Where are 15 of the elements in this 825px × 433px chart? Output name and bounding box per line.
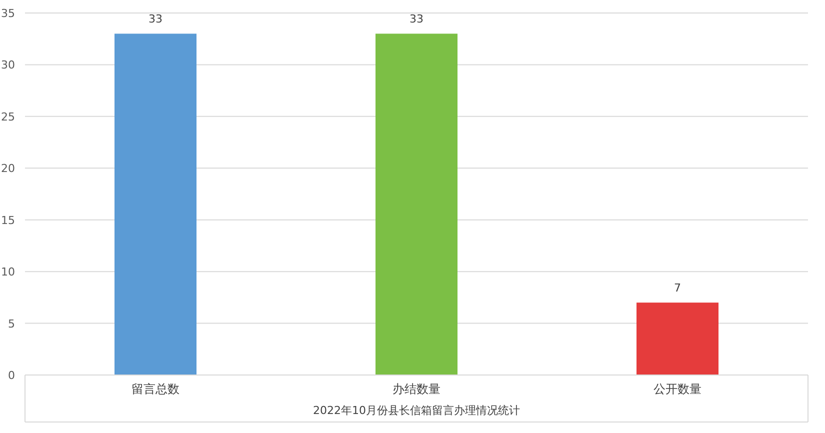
y-tick-label: 10 xyxy=(1,266,15,279)
data-label: 7 xyxy=(674,282,681,295)
y-tick-label: 20 xyxy=(1,162,15,176)
y-tick-label: 30 xyxy=(1,58,15,72)
x-tick-label: 办结数量 xyxy=(392,382,440,396)
data-label: 33 xyxy=(148,12,162,26)
y-tick-label: 5 xyxy=(8,317,15,330)
y-tick-label: 15 xyxy=(1,214,15,227)
data-label: 33 xyxy=(410,12,424,26)
x-tick-label: 公开数量 xyxy=(654,382,702,396)
y-tick-label: 0 xyxy=(8,369,15,382)
x-axis-title: 2022年10月份县长信箱留言办理情况统计 xyxy=(313,404,520,417)
x-tick-label: 留言总数 xyxy=(132,382,180,396)
y-tick-label: 35 xyxy=(1,7,15,20)
y-tick-label: 25 xyxy=(1,110,15,124)
